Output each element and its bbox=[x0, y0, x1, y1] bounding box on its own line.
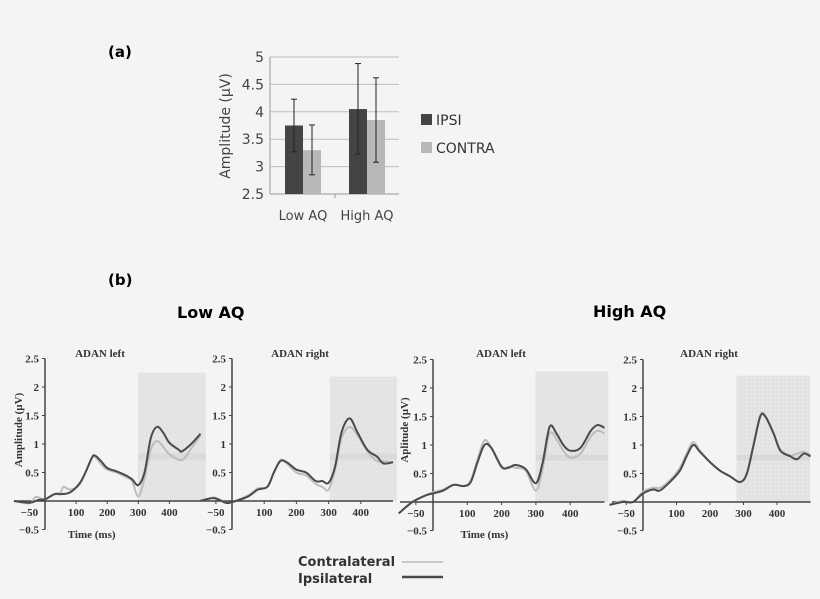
y-axis-label: Amplitude (µV) bbox=[13, 392, 25, 467]
waveform-contralateral bbox=[398, 429, 605, 515]
y-tick-label: 1.5 bbox=[212, 411, 226, 423]
y-tick-label: 2.5 bbox=[623, 355, 637, 367]
y-tick-label: 5 bbox=[255, 50, 264, 66]
x-axis-label: Time (ms) bbox=[68, 529, 116, 541]
panel-title: ADAN right bbox=[271, 348, 329, 360]
panel-label-a: (a) bbox=[108, 43, 132, 61]
erp-panel-3: −0.5 0.5 1 1.5 2 2.5 −50 100 200 300 400 ADAN left T… bbox=[398, 348, 609, 541]
x-tick-label: 400 bbox=[562, 508, 579, 520]
x-tick-label: 100 bbox=[68, 507, 85, 519]
y-tick-label: −0.5 bbox=[206, 525, 227, 537]
y-tick-label: 2.5 bbox=[413, 355, 427, 367]
bar-ipsi-0 bbox=[285, 125, 303, 194]
y-tick-label: 0.5 bbox=[623, 469, 637, 481]
y-tick-label: 3.5 bbox=[242, 132, 264, 148]
erp-panel-2: −0.5 0.5 1 1.5 2 2.5 −50 100 200 300 400 ADAN right bbox=[199, 348, 397, 537]
x-tick-label: Low AQ bbox=[279, 209, 328, 224]
y-tick-label: 2 bbox=[632, 383, 638, 395]
mean-band bbox=[736, 454, 810, 461]
y-tick-label: 0.5 bbox=[212, 468, 226, 480]
x-tick-label: 200 bbox=[99, 507, 116, 519]
y-tick-label: 2.5 bbox=[212, 354, 226, 366]
x-tick-label: 100 bbox=[256, 507, 273, 519]
y-tick-label: 4 bbox=[255, 105, 264, 121]
panel-title: ADAN left bbox=[75, 348, 125, 360]
x-tick-label: High AQ bbox=[341, 209, 394, 224]
x-tick-label: 400 bbox=[353, 507, 370, 519]
x-tick-label: 200 bbox=[493, 508, 510, 520]
erp-panel-4: −0.5 0.5 1 1.5 2 2.5 −50 100 200 300 400 ADAN right bbox=[609, 348, 811, 538]
panel-label-b: (b) bbox=[108, 271, 132, 289]
x-tick-label: 100 bbox=[668, 508, 685, 520]
y-tick-label: 0.5 bbox=[413, 469, 427, 481]
y-tick-label: −0.5 bbox=[407, 526, 428, 538]
y-tick-label: 2.5 bbox=[25, 354, 39, 366]
y-tick-label: 2 bbox=[34, 382, 40, 394]
x-tick-label: −50 bbox=[207, 507, 225, 519]
x-tick-label: 400 bbox=[769, 508, 786, 520]
y-tick-label: 1 bbox=[221, 439, 227, 451]
analysis-window-shade bbox=[736, 376, 810, 502]
group-title-high: High AQ bbox=[593, 302, 666, 321]
y-tick-label: 1.5 bbox=[25, 411, 39, 423]
erp-panel-1: −0.5 0.5 1 1.5 2 2.5 −50 100 200 300 400 ADAN left T… bbox=[13, 348, 206, 541]
legend-swatch-ipsi bbox=[421, 114, 432, 125]
y-tick-label: 1.5 bbox=[413, 412, 427, 424]
y-tick-label: −0.5 bbox=[19, 525, 40, 537]
x-tick-label: 300 bbox=[320, 507, 337, 519]
x-tick-label: 300 bbox=[735, 508, 752, 520]
x-tick-label: 400 bbox=[161, 507, 178, 519]
group-title-low: Low AQ bbox=[177, 303, 245, 322]
x-tick-label: 200 bbox=[702, 508, 719, 520]
y-axis-label: Amplitude (µV) bbox=[218, 73, 234, 179]
y-tick-label: 1.5 bbox=[623, 412, 637, 424]
panel-title: ADAN left bbox=[476, 348, 526, 360]
x-tick-label: 200 bbox=[288, 507, 305, 519]
x-tick-label: 300 bbox=[130, 507, 147, 519]
mean-band bbox=[330, 453, 397, 460]
y-tick-label: 1 bbox=[422, 440, 428, 452]
panel-title: ADAN right bbox=[680, 348, 738, 360]
y-tick-label: 3 bbox=[255, 160, 264, 176]
waveform-ipsilateral bbox=[199, 417, 394, 504]
y-tick-label: 0.5 bbox=[25, 468, 39, 480]
legend-label-contra: CONTRA bbox=[436, 141, 495, 157]
y-tick-label: 4.5 bbox=[242, 77, 264, 93]
y-tick-label: 1 bbox=[34, 439, 40, 451]
waveform-ipsilateral bbox=[609, 412, 811, 506]
x-tick-label: 300 bbox=[528, 508, 545, 520]
waveform-ipsilateral bbox=[13, 425, 202, 504]
y-tick-label: 1 bbox=[632, 440, 638, 452]
y-tick-label: 2.5 bbox=[242, 187, 264, 203]
x-tick-label: −50 bbox=[618, 508, 636, 520]
legend-swatch-contra bbox=[421, 142, 432, 153]
legend-ipsi-label: Ipsilateral bbox=[298, 572, 372, 587]
waveform-ipsilateral bbox=[398, 424, 605, 515]
legend-label-ipsi: IPSI bbox=[436, 113, 462, 129]
x-tick-label: −50 bbox=[21, 507, 39, 519]
x-axis-label: Time (ms) bbox=[461, 529, 509, 541]
x-tick-label: −50 bbox=[407, 508, 425, 520]
y-tick-label: 2 bbox=[221, 382, 227, 394]
legend-contra-label: Contralateral bbox=[298, 555, 395, 570]
y-axis-label: Aplitude (µV) bbox=[399, 397, 411, 463]
y-tick-label: 2 bbox=[422, 383, 428, 395]
x-tick-label: 100 bbox=[459, 508, 476, 520]
y-tick-label: −0.5 bbox=[617, 526, 638, 538]
